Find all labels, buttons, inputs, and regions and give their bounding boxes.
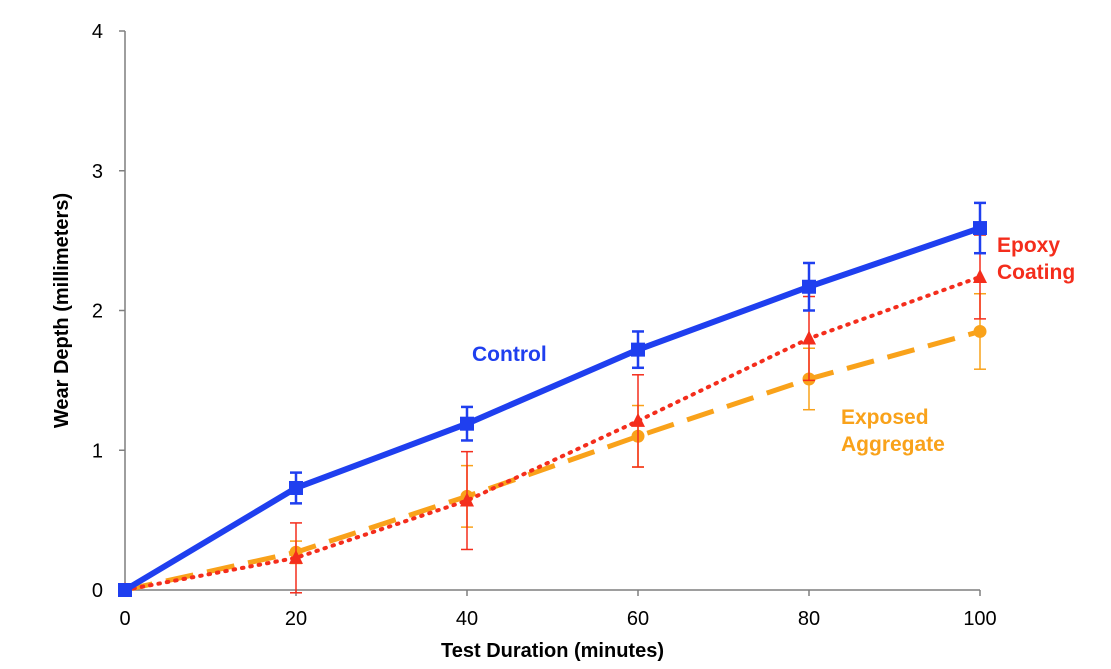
y-ticks: 0 1 2 3 4 [92, 21, 125, 602]
series-label: Exposed Aggregate [841, 406, 945, 456]
data-point [631, 342, 645, 357]
data-point [802, 279, 816, 294]
x-tick-label: 60 [627, 608, 649, 630]
series-labels: Control Epoxy Coating Exposed Aggregate [472, 234, 1075, 456]
series-line [124, 329, 981, 593]
series-control [118, 201, 987, 597]
x-tick-label: 40 [456, 608, 478, 630]
data-point [118, 583, 132, 597]
series-line [123, 225, 981, 593]
data-point [289, 549, 303, 564]
data-point [973, 324, 987, 338]
y-tick-label: 3 [92, 161, 103, 183]
x-axis-title: Test Duration (minutes) [441, 640, 664, 662]
x-ticks: 0 20 40 60 80 100 [119, 590, 997, 630]
y-tick-label: 4 [92, 21, 103, 43]
series-layer [118, 201, 987, 597]
data-point [460, 492, 474, 507]
data-point [460, 416, 474, 431]
data-point [973, 268, 987, 283]
data-point [802, 330, 816, 345]
series-line [123, 274, 982, 592]
y-tick-label: 1 [92, 440, 103, 462]
data-point [973, 221, 987, 236]
data-point [289, 480, 303, 495]
series-label: Control [472, 343, 547, 366]
x-tick-label: 100 [963, 608, 996, 630]
y-tick-label: 2 [92, 301, 103, 323]
y-axis-title: Wear Depth (millimeters) [51, 193, 73, 428]
series-label: Epoxy Coating [997, 234, 1075, 284]
x-tick-label: 20 [285, 608, 307, 630]
y-tick-label: 0 [92, 580, 103, 602]
data-point [631, 412, 645, 427]
axes [124, 31, 980, 591]
series-epoxy-coating [118, 234, 987, 596]
x-tick-label: 80 [798, 608, 820, 630]
x-tick-label: 0 [119, 608, 130, 630]
